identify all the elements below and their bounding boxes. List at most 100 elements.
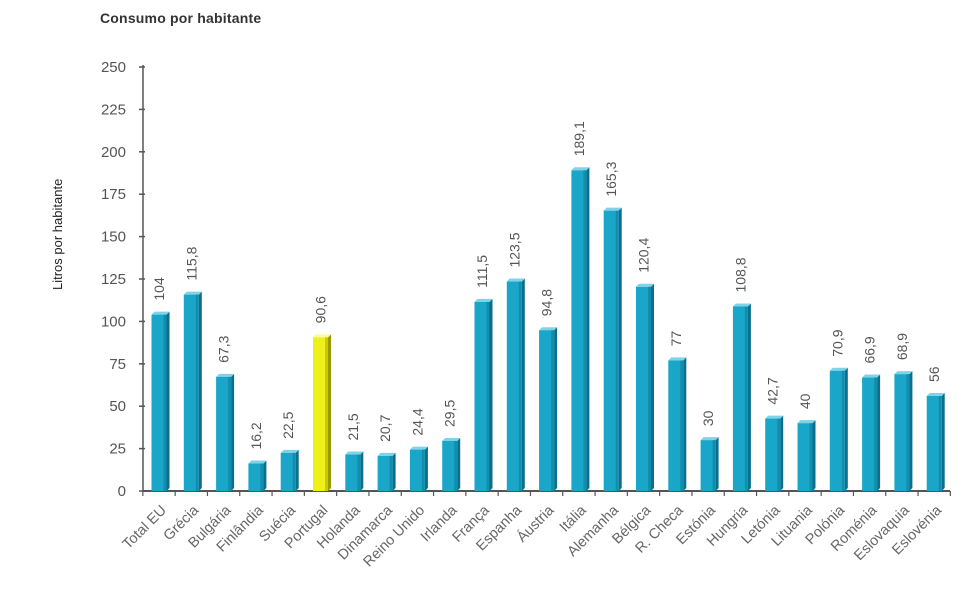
- bar-shade: [163, 314, 167, 491]
- bar-front: [603, 210, 619, 492]
- bar-shade: [228, 376, 232, 491]
- bar-shade: [809, 423, 813, 491]
- bar-front: [894, 374, 910, 491]
- bar-top: [571, 167, 590, 171]
- bar-shade: [938, 396, 942, 491]
- y-tick-label: 150: [101, 229, 126, 246]
- value-label: 24,4: [409, 408, 425, 435]
- bar-eslov-nia: [926, 393, 945, 491]
- bar-r-checa: [668, 357, 687, 491]
- bar-top: [797, 420, 816, 424]
- bar-front: [183, 294, 199, 491]
- bar-shade: [744, 306, 748, 491]
- bar-front: [862, 377, 878, 491]
- value-label: 68,9: [894, 333, 910, 360]
- bar-front: [506, 281, 522, 491]
- bar-gr-cia: [183, 291, 202, 491]
- bar-top: [765, 415, 784, 419]
- bar-top: [926, 393, 945, 397]
- bar-shade: [260, 463, 264, 491]
- y-tick-label: 250: [101, 59, 126, 76]
- bar-shade: [648, 286, 651, 491]
- value-label: 67,3: [216, 335, 232, 362]
- value-label: 111,5: [474, 255, 490, 288]
- bar--ustria: [539, 327, 558, 491]
- bar-bulg-ria: [216, 373, 235, 491]
- value-label: 40: [797, 393, 813, 409]
- bar-shade: [486, 301, 490, 491]
- bar-pol-nia: [829, 367, 848, 491]
- bar-side: [392, 452, 396, 491]
- bar-top: [603, 207, 622, 211]
- bar-shade: [680, 360, 684, 491]
- bar-side: [263, 460, 267, 491]
- value-label: 66,9: [862, 336, 878, 363]
- bar-front: [442, 440, 458, 491]
- bar-top: [636, 283, 654, 287]
- value-label: 94,8: [539, 289, 555, 316]
- bar-holanda: [345, 451, 364, 491]
- bar-front: [313, 337, 328, 491]
- bar-side: [521, 278, 525, 491]
- bar-shade: [874, 377, 878, 491]
- y-tick-label: 225: [101, 101, 126, 118]
- bar-shade: [421, 449, 425, 491]
- bar-front: [732, 306, 748, 491]
- bar-front: [409, 449, 425, 491]
- y-tick-label: 125: [101, 271, 126, 288]
- y-tick-label: 0: [118, 483, 126, 500]
- y-tick-label: 175: [101, 186, 126, 203]
- y-tick-label: 200: [101, 144, 126, 161]
- bar-su-cia: [280, 449, 299, 491]
- bars: [151, 167, 945, 492]
- bar-shade: [357, 454, 361, 491]
- bar-fran-a: [474, 298, 493, 491]
- bar-finl-ndia: [248, 460, 267, 491]
- bar-side: [877, 374, 881, 491]
- bar-side: [457, 437, 461, 491]
- value-label: 189,1: [571, 121, 587, 156]
- bar-side: [328, 334, 331, 491]
- bar-let-nia: [765, 415, 784, 491]
- bar-top: [151, 311, 170, 315]
- bar-shade: [712, 440, 716, 491]
- x-tick-label: Total EU: [120, 503, 170, 553]
- bar-lituania: [797, 420, 816, 491]
- bar-top: [506, 278, 525, 282]
- bar-irlanda: [442, 437, 461, 491]
- bar-top: [474, 298, 493, 302]
- value-label: 20,7: [377, 414, 393, 441]
- bar-top: [862, 374, 881, 378]
- bar-shade: [518, 281, 522, 491]
- bar-shade: [389, 455, 393, 491]
- bar-side: [715, 437, 719, 491]
- bar-side: [780, 415, 784, 491]
- bar-front: [797, 423, 813, 491]
- bar-top: [280, 449, 299, 453]
- value-label: 30: [700, 410, 716, 426]
- bar-side: [166, 311, 170, 491]
- bar-side: [844, 367, 848, 491]
- bar-front: [377, 455, 393, 491]
- bar-eslovaquia: [894, 371, 913, 491]
- bar-top: [183, 291, 202, 295]
- bar-front: [571, 170, 587, 491]
- bar-espanha: [506, 278, 525, 491]
- y-tick-label: 100: [101, 313, 126, 330]
- bar-side: [424, 446, 428, 491]
- bar-reino-unido: [409, 446, 428, 491]
- bar-front: [345, 454, 361, 491]
- value-label: 21,5: [345, 413, 361, 440]
- chart-title: Consumo por habitante: [100, 10, 262, 26]
- bar-top: [894, 371, 913, 375]
- bar-side: [747, 303, 751, 491]
- bar-top: [829, 367, 848, 371]
- bar-top: [313, 334, 331, 338]
- bar-top: [539, 327, 558, 331]
- value-label: 165,3: [603, 161, 619, 196]
- bar-shade: [841, 370, 845, 491]
- y-tick-label: 25: [109, 441, 126, 458]
- bar-front: [216, 376, 232, 491]
- value-label: 90,6: [313, 296, 329, 323]
